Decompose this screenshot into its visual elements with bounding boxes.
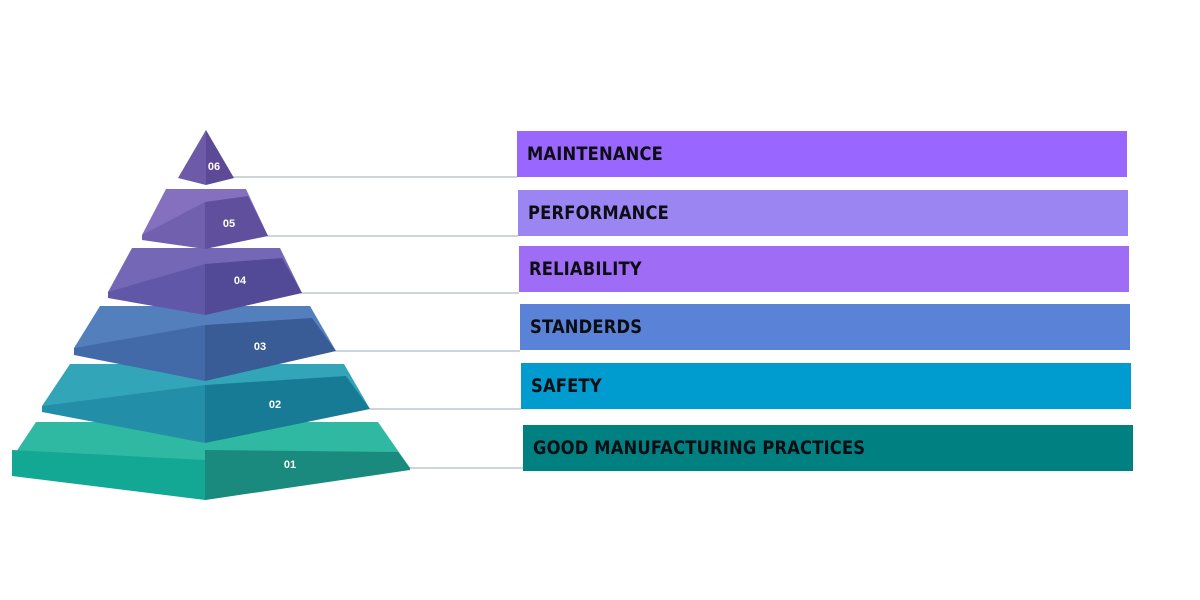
tier-label-03: STANDERDS xyxy=(530,316,643,338)
tier-label-01: GOOD MANUFACTURING PRACTICES xyxy=(533,437,866,459)
tier-number-01: 01 xyxy=(284,459,296,471)
tier-number-03: 03 xyxy=(254,341,266,353)
pyramid-tier-01: 01 xyxy=(12,422,410,500)
tier-number-06: 06 xyxy=(208,161,220,173)
pyramid-tier-05: 05 xyxy=(142,189,268,249)
tier-label-05: PERFORMANCE xyxy=(528,202,669,224)
pyramid-tier-02: 02 xyxy=(42,364,370,443)
tier-label-bar-05: PERFORMANCE xyxy=(518,190,1128,236)
pyramid-tier-04: 04 xyxy=(108,248,302,315)
tier-number-04: 04 xyxy=(234,275,247,287)
tier-label-04: RELIABILITY xyxy=(529,258,642,280)
tier-label-bar-02: SAFETY xyxy=(521,363,1131,409)
tier-label-02: SAFETY xyxy=(531,375,602,397)
pyramid-tier-06: 06 xyxy=(178,130,234,185)
tier-label-bar-03: STANDERDS xyxy=(520,304,1130,350)
tier-label-06: MAINTENANCE xyxy=(527,143,664,165)
tier-number-02: 02 xyxy=(269,399,281,411)
tier-number-05: 05 xyxy=(223,218,235,230)
tier-label-bar-04: RELIABILITY xyxy=(519,246,1129,292)
tier-label-bar-06: MAINTENANCE xyxy=(517,131,1127,177)
tier-label-bar-01: GOOD MANUFACTURING PRACTICES xyxy=(523,425,1133,471)
pyramid-tier-03: 03 xyxy=(74,306,336,381)
